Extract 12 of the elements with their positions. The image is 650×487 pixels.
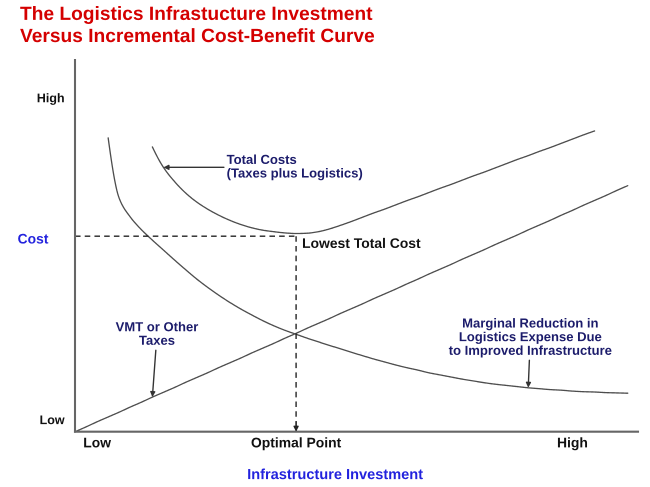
text: High [38,93,64,105]
x-tick-label: Optimal Point [252,437,342,450]
x-axis-title: Infrastructure Investment [248,468,423,480]
chart-title: The Logistics Infrastucture Investment Versus Incremental Cost-Benefit Curve [20,6,374,42]
text: Low [40,416,65,424]
annotation: Lowest Total Cost [302,238,420,248]
legend-label: Total Costs (Taxes plus Logistics) [226,154,362,180]
x-tick-label: High [558,437,588,450]
text: VMT or Other Taxes [116,322,198,345]
x-tick-label: Low [84,438,112,448]
y-axis-title: Cost [18,234,48,244]
series-label: Marginal Reduction in Logistics Expense Due to Improved Infrastructure [448,318,612,358]
